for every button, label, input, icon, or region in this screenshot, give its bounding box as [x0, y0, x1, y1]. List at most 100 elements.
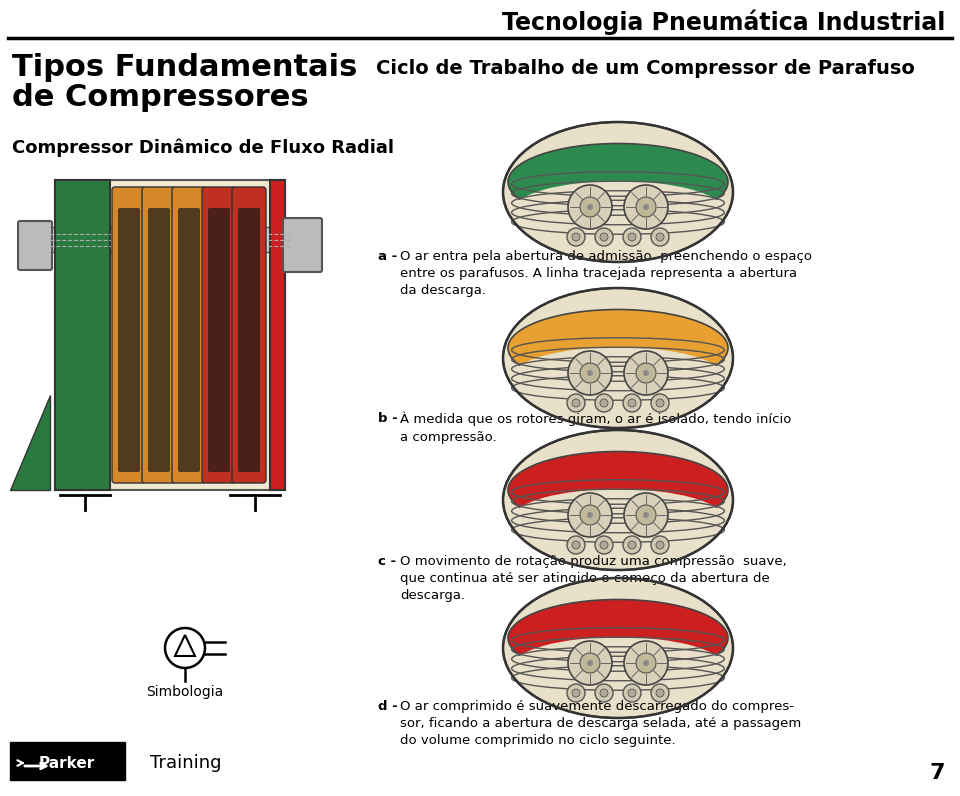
Ellipse shape — [503, 578, 733, 718]
FancyBboxPatch shape — [178, 208, 200, 472]
Circle shape — [643, 512, 649, 518]
Circle shape — [651, 684, 669, 702]
Circle shape — [628, 689, 636, 697]
Circle shape — [656, 541, 664, 549]
FancyBboxPatch shape — [118, 208, 140, 472]
Text: Training: Training — [150, 754, 222, 772]
Circle shape — [623, 684, 641, 702]
Circle shape — [624, 351, 668, 395]
Circle shape — [580, 653, 600, 673]
Circle shape — [567, 394, 585, 412]
Ellipse shape — [514, 489, 723, 547]
Circle shape — [624, 185, 668, 229]
FancyBboxPatch shape — [18, 221, 52, 270]
FancyBboxPatch shape — [142, 187, 176, 483]
Circle shape — [568, 351, 612, 395]
Circle shape — [651, 228, 669, 246]
Text: O ar entra pela abertura de admissão  preenchendo o espaço
entre os parafusos. A: O ar entra pela abertura de admissão pre… — [400, 250, 812, 297]
Text: 7: 7 — [929, 763, 945, 783]
Circle shape — [636, 363, 656, 383]
Circle shape — [567, 228, 585, 246]
Circle shape — [567, 684, 585, 702]
Ellipse shape — [503, 430, 733, 570]
Circle shape — [651, 394, 669, 412]
Circle shape — [595, 228, 613, 246]
FancyBboxPatch shape — [10, 742, 125, 780]
Circle shape — [572, 233, 580, 241]
Text: O movimento de rotação produz uma compressão  suave,
que continua até ser atingi: O movimento de rotação produz uma compre… — [400, 555, 787, 602]
FancyBboxPatch shape — [55, 180, 285, 490]
Circle shape — [580, 363, 600, 383]
Ellipse shape — [508, 451, 728, 529]
Circle shape — [587, 660, 593, 666]
FancyBboxPatch shape — [208, 208, 230, 472]
FancyBboxPatch shape — [270, 180, 285, 490]
Text: Simbologia: Simbologia — [146, 685, 224, 699]
Circle shape — [628, 541, 636, 549]
Circle shape — [595, 394, 613, 412]
Ellipse shape — [503, 288, 733, 428]
Circle shape — [600, 233, 608, 241]
FancyBboxPatch shape — [238, 208, 260, 472]
Circle shape — [628, 233, 636, 241]
Circle shape — [623, 394, 641, 412]
Circle shape — [636, 505, 656, 525]
Circle shape — [600, 689, 608, 697]
Circle shape — [643, 204, 649, 210]
Ellipse shape — [514, 347, 723, 405]
Circle shape — [568, 185, 612, 229]
Text: b -: b - — [378, 412, 397, 425]
Circle shape — [623, 228, 641, 246]
Text: Ciclo de Trabalho de um Compressor de Parafuso: Ciclo de Trabalho de um Compressor de Pa… — [375, 58, 915, 77]
Text: Tipos Fundamentais: Tipos Fundamentais — [12, 53, 357, 83]
Text: À medida que os rotores giram, o ar é isolado, tendo início
a compressão.: À medida que os rotores giram, o ar é is… — [400, 412, 791, 443]
FancyBboxPatch shape — [45, 227, 295, 252]
Circle shape — [656, 233, 664, 241]
Circle shape — [595, 684, 613, 702]
Circle shape — [568, 493, 612, 537]
Circle shape — [572, 541, 580, 549]
Circle shape — [656, 689, 664, 697]
Ellipse shape — [514, 181, 723, 239]
Text: de Compressores: de Compressores — [12, 84, 308, 112]
Ellipse shape — [508, 310, 728, 387]
Circle shape — [636, 197, 656, 217]
Circle shape — [624, 493, 668, 537]
Circle shape — [572, 399, 580, 407]
FancyBboxPatch shape — [112, 187, 146, 483]
Circle shape — [623, 536, 641, 554]
Circle shape — [643, 370, 649, 376]
Circle shape — [651, 536, 669, 554]
Ellipse shape — [508, 143, 728, 220]
Text: Tecnologia Pneumática Industrial: Tecnologia Pneumática Industrial — [502, 10, 945, 35]
Circle shape — [587, 204, 593, 210]
Text: Compressor Dinâmico de Fluxo Radial: Compressor Dinâmico de Fluxo Radial — [12, 139, 394, 158]
Ellipse shape — [514, 637, 723, 695]
Circle shape — [600, 541, 608, 549]
FancyBboxPatch shape — [172, 187, 206, 483]
FancyBboxPatch shape — [55, 180, 110, 490]
Text: O ar comprimido é suavemente descarregado do compres-
sor, ficando a abertura de: O ar comprimido é suavemente descarregad… — [400, 700, 802, 747]
Circle shape — [580, 197, 600, 217]
Circle shape — [628, 399, 636, 407]
Circle shape — [568, 641, 612, 685]
Polygon shape — [10, 395, 50, 490]
FancyBboxPatch shape — [148, 208, 170, 472]
Circle shape — [656, 399, 664, 407]
Circle shape — [643, 660, 649, 666]
FancyBboxPatch shape — [232, 187, 266, 483]
Text: d -: d - — [378, 700, 397, 713]
Circle shape — [567, 536, 585, 554]
Ellipse shape — [503, 122, 733, 262]
Ellipse shape — [508, 599, 728, 677]
Text: c -: c - — [378, 555, 396, 568]
Circle shape — [600, 399, 608, 407]
Circle shape — [595, 536, 613, 554]
Text: Parker: Parker — [38, 755, 95, 771]
FancyBboxPatch shape — [202, 187, 236, 483]
Circle shape — [580, 505, 600, 525]
Circle shape — [572, 689, 580, 697]
Circle shape — [587, 512, 593, 518]
Circle shape — [636, 653, 656, 673]
FancyBboxPatch shape — [283, 218, 322, 272]
